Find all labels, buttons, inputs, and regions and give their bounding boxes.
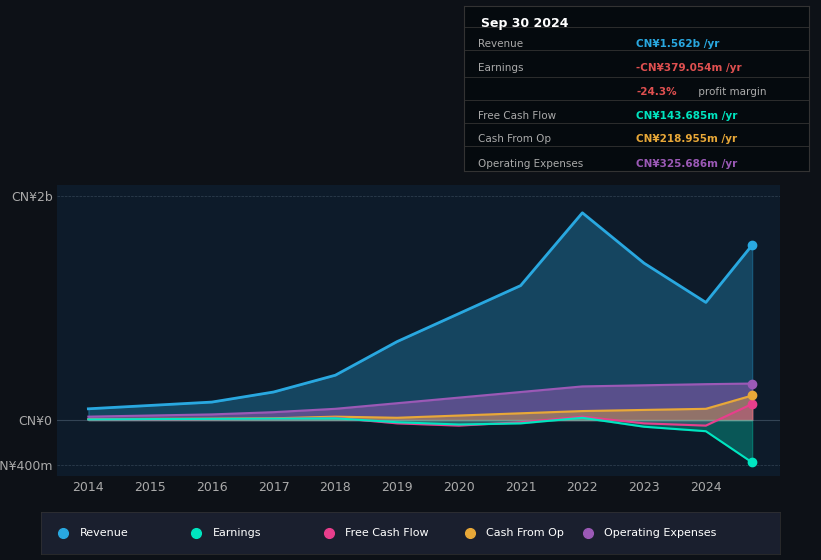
Text: Cash From Op: Cash From Op: [486, 529, 564, 538]
Text: Revenue: Revenue: [80, 529, 128, 538]
Text: Earnings: Earnings: [213, 529, 261, 538]
Text: Sep 30 2024: Sep 30 2024: [481, 17, 569, 30]
Text: CN¥325.686m /yr: CN¥325.686m /yr: [636, 159, 737, 169]
Text: Free Cash Flow: Free Cash Flow: [346, 529, 429, 538]
Text: Revenue: Revenue: [478, 39, 523, 49]
Text: Free Cash Flow: Free Cash Flow: [478, 111, 556, 122]
Text: Earnings: Earnings: [478, 63, 523, 73]
Text: CN¥1.562b /yr: CN¥1.562b /yr: [636, 39, 720, 49]
Text: Operating Expenses: Operating Expenses: [478, 159, 583, 169]
Text: CN¥143.685m /yr: CN¥143.685m /yr: [636, 111, 737, 122]
Text: Operating Expenses: Operating Expenses: [604, 529, 717, 538]
Text: CN¥218.955m /yr: CN¥218.955m /yr: [636, 134, 737, 144]
Text: Cash From Op: Cash From Op: [478, 134, 551, 144]
Text: -24.3%: -24.3%: [636, 87, 677, 96]
Text: profit margin: profit margin: [695, 87, 766, 96]
Text: -CN¥379.054m /yr: -CN¥379.054m /yr: [636, 63, 742, 73]
